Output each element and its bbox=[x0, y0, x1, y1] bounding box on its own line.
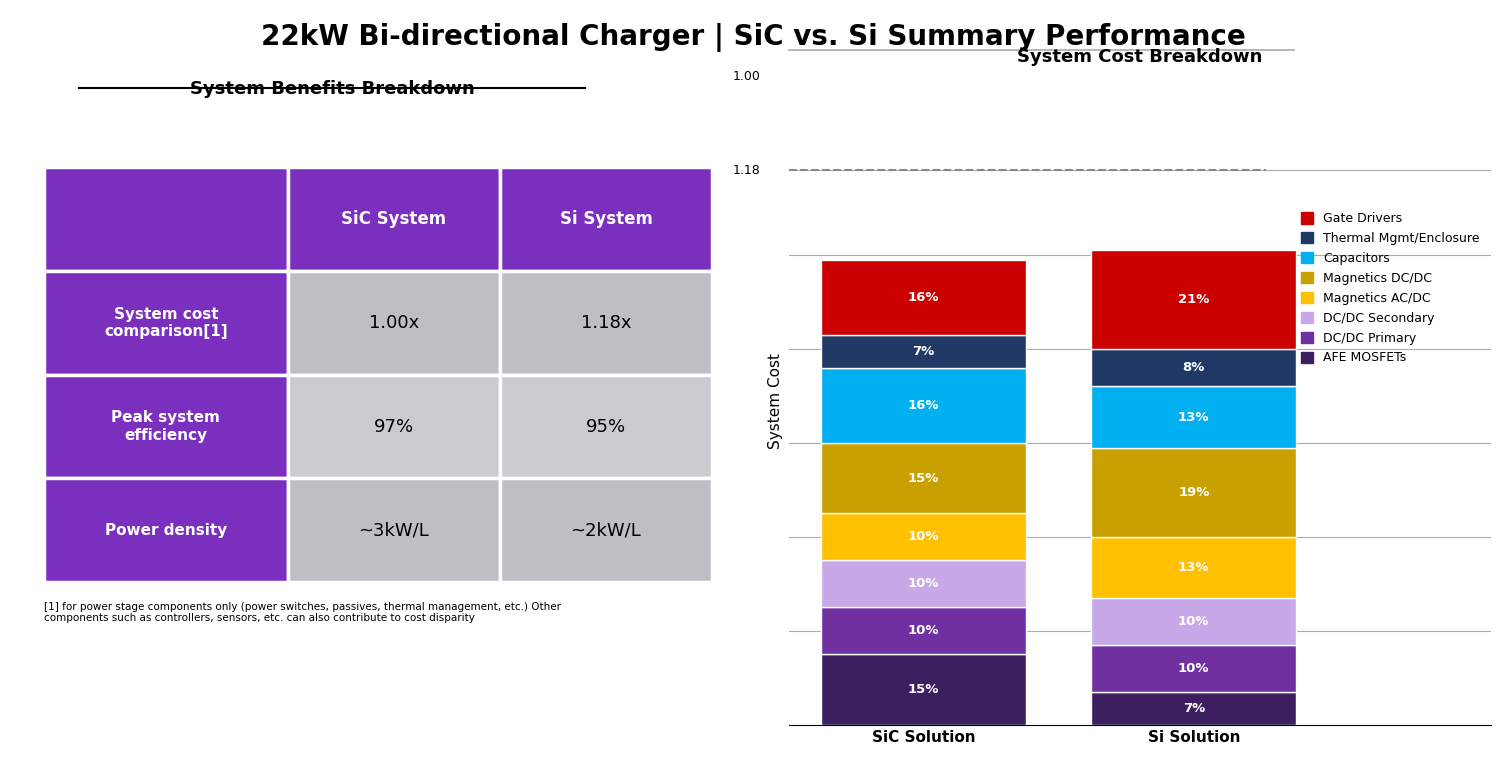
Text: ~3kW/L: ~3kW/L bbox=[358, 521, 429, 539]
Text: Power density: Power density bbox=[105, 523, 227, 538]
Bar bbox=[1092, 645, 1297, 692]
Bar bbox=[821, 655, 1026, 725]
FancyBboxPatch shape bbox=[44, 478, 288, 582]
Text: 7%: 7% bbox=[913, 345, 935, 358]
FancyBboxPatch shape bbox=[500, 271, 712, 375]
Text: System Benefits Breakdown: System Benefits Breakdown bbox=[190, 79, 474, 98]
Bar bbox=[1092, 537, 1297, 598]
Text: 1.18: 1.18 bbox=[733, 164, 761, 177]
Bar bbox=[1092, 448, 1297, 537]
Bar bbox=[1092, 598, 1297, 645]
Bar bbox=[821, 513, 1026, 560]
Text: 16%: 16% bbox=[908, 291, 940, 304]
FancyBboxPatch shape bbox=[44, 271, 288, 375]
Text: 10%: 10% bbox=[908, 530, 940, 543]
Text: 21%: 21% bbox=[1178, 293, 1209, 306]
FancyBboxPatch shape bbox=[500, 375, 712, 478]
FancyBboxPatch shape bbox=[500, 167, 712, 271]
FancyBboxPatch shape bbox=[44, 167, 288, 271]
Bar bbox=[1092, 349, 1297, 387]
Text: Si System: Si System bbox=[560, 210, 652, 228]
Text: System cost
comparison[1]: System cost comparison[1] bbox=[104, 307, 227, 339]
Text: 8%: 8% bbox=[1182, 361, 1205, 374]
Text: 16%: 16% bbox=[908, 399, 940, 412]
Text: 10%: 10% bbox=[1178, 662, 1209, 675]
Text: 13%: 13% bbox=[1178, 561, 1209, 574]
Text: Peak system
efficiency: Peak system efficiency bbox=[111, 410, 220, 443]
Bar bbox=[821, 443, 1026, 513]
Bar bbox=[1092, 387, 1297, 448]
Text: ~2kW/L: ~2kW/L bbox=[571, 521, 642, 539]
Text: 19%: 19% bbox=[1178, 486, 1209, 499]
Text: [1] for power stage components only (power switches, passives, thermal managemen: [1] for power stage components only (pow… bbox=[44, 601, 562, 623]
Text: 7%: 7% bbox=[1182, 702, 1205, 715]
Bar bbox=[1092, 250, 1297, 349]
Text: 10%: 10% bbox=[1178, 615, 1209, 628]
Bar bbox=[821, 368, 1026, 443]
Text: 1.00x: 1.00x bbox=[369, 314, 419, 332]
FancyBboxPatch shape bbox=[500, 478, 712, 582]
Title: System Cost Breakdown: System Cost Breakdown bbox=[1017, 48, 1262, 66]
Text: 95%: 95% bbox=[586, 417, 626, 436]
Legend: Gate Drivers, Thermal Mgmt/Enclosure, Capacitors, Magnetics DC/DC, Magnetics AC/: Gate Drivers, Thermal Mgmt/Enclosure, Ca… bbox=[1301, 212, 1479, 365]
Text: 10%: 10% bbox=[908, 624, 940, 637]
Bar bbox=[821, 560, 1026, 607]
FancyBboxPatch shape bbox=[288, 375, 500, 478]
Text: SiC System: SiC System bbox=[342, 210, 446, 228]
Text: 22kW Bi-directional Charger | SiC vs. Si Summary Performance: 22kW Bi-directional Charger | SiC vs. Si… bbox=[261, 23, 1245, 52]
Bar bbox=[821, 335, 1026, 368]
FancyBboxPatch shape bbox=[288, 478, 500, 582]
Bar bbox=[821, 607, 1026, 655]
Text: 10%: 10% bbox=[908, 578, 940, 591]
Text: 1.00: 1.00 bbox=[732, 69, 761, 83]
Text: 97%: 97% bbox=[373, 417, 414, 436]
FancyBboxPatch shape bbox=[288, 167, 500, 271]
FancyBboxPatch shape bbox=[288, 271, 500, 375]
Text: 15%: 15% bbox=[908, 472, 940, 485]
Text: 1.18x: 1.18x bbox=[581, 314, 631, 332]
Y-axis label: System Cost: System Cost bbox=[768, 353, 783, 449]
Text: 13%: 13% bbox=[1178, 410, 1209, 423]
FancyBboxPatch shape bbox=[44, 375, 288, 478]
Text: 15%: 15% bbox=[908, 683, 940, 696]
Bar bbox=[1092, 692, 1297, 725]
Bar bbox=[821, 259, 1026, 335]
